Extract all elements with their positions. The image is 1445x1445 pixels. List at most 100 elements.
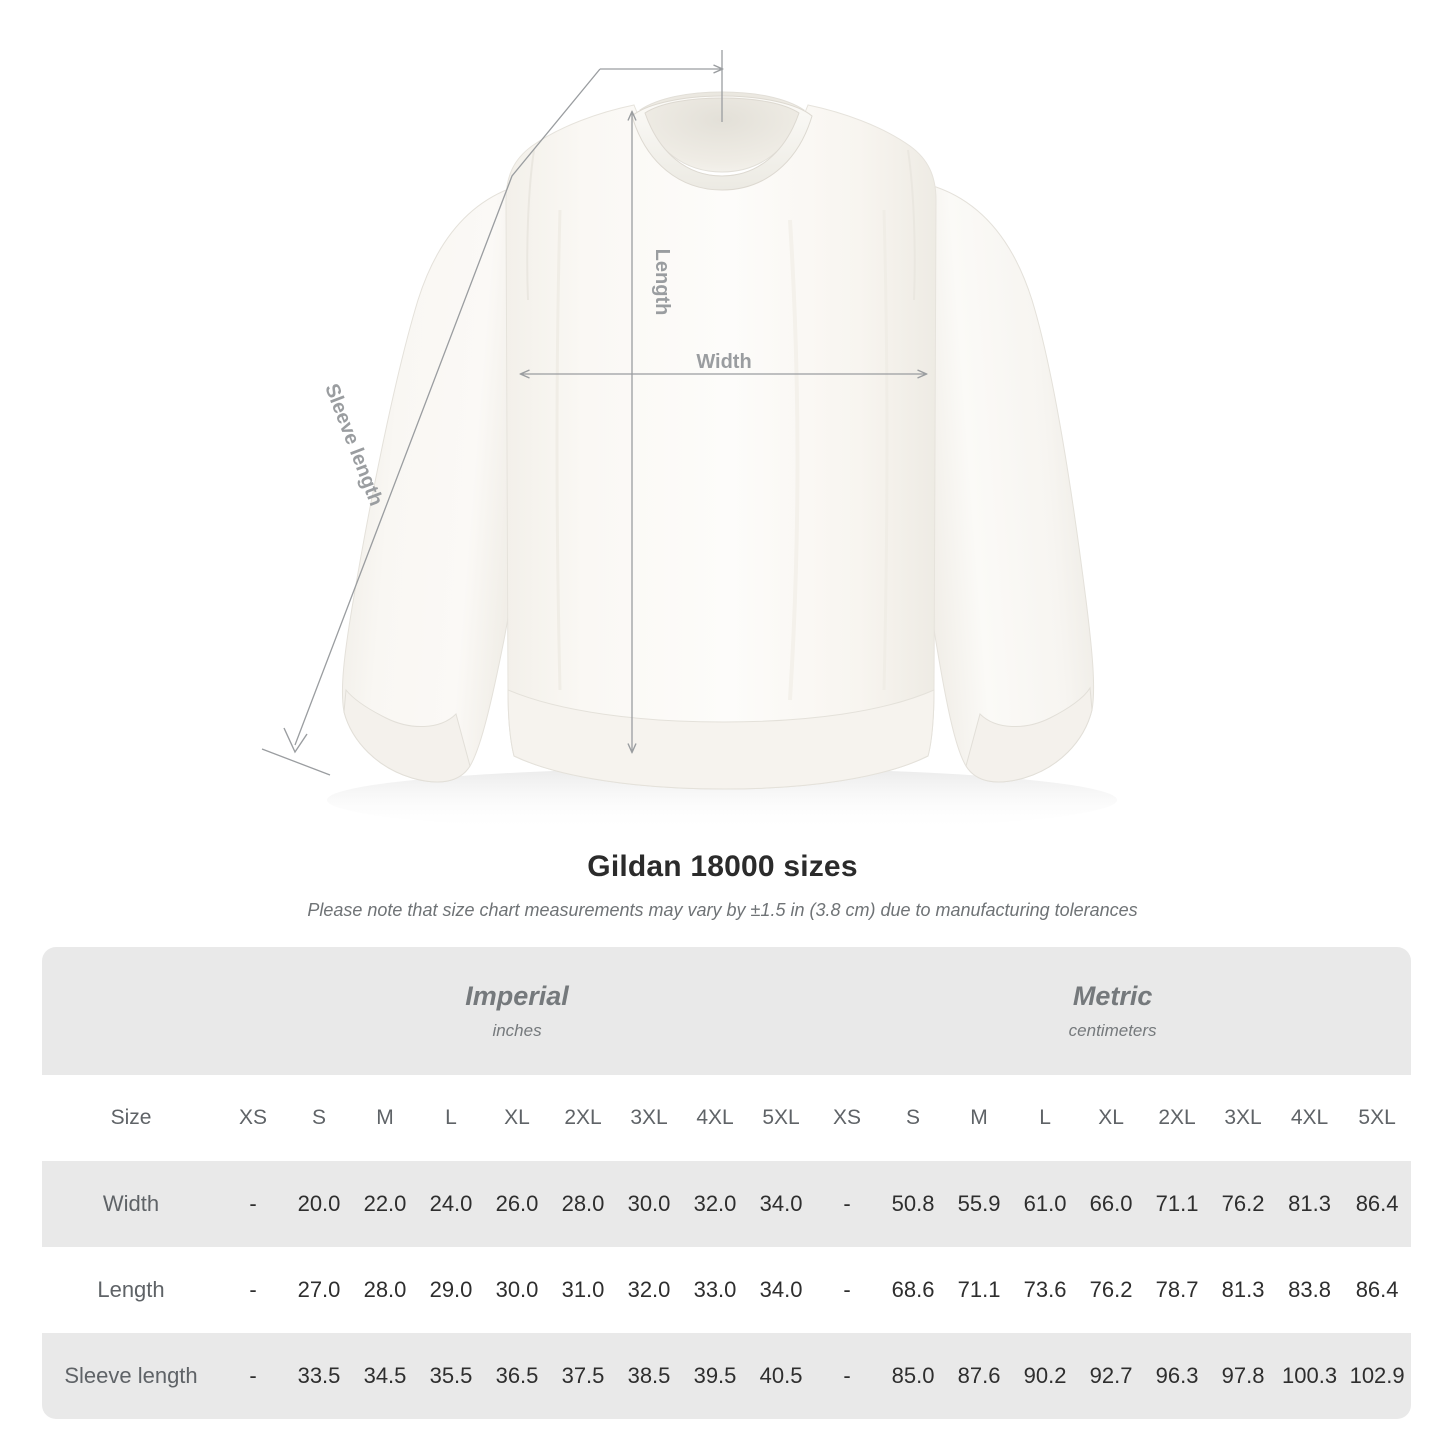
sleeve-imperial-3xl: 38.5 xyxy=(616,1333,682,1419)
garment-shadow xyxy=(327,768,1117,832)
right-cuff xyxy=(965,686,1093,783)
unit-banner-row: Imperial inches Metric centimeters xyxy=(42,947,1412,1075)
size-header-imperial-xs: XS xyxy=(220,1075,286,1161)
sleeve-metric-3xl: 97.8 xyxy=(1210,1333,1277,1419)
garment-diagram-svg: Length Width Sleeve length xyxy=(261,50,1117,832)
sleeve-length-end-tick xyxy=(261,748,331,776)
sleeve-metric-5xl: 102.9 xyxy=(1343,1333,1412,1419)
width-imperial-5xl: 34.0 xyxy=(748,1161,815,1247)
width-metric-3xl: 76.2 xyxy=(1210,1161,1277,1247)
metric-banner-cell: Metric centimeters xyxy=(814,947,1412,1075)
sleeve-length-arrowhead xyxy=(283,727,308,754)
width-metric-2xl: 71.1 xyxy=(1144,1161,1211,1247)
length-imperial-xl: 30.0 xyxy=(484,1247,550,1333)
width-metric-xl: 66.0 xyxy=(1078,1161,1145,1247)
size-header-metric-4xl: 4XL xyxy=(1276,1075,1344,1161)
length-metric-2xl: 78.7 xyxy=(1144,1247,1211,1333)
length-metric-m: 71.1 xyxy=(946,1247,1013,1333)
sleeve-length-label: Sleeve length xyxy=(320,381,387,509)
length-imperial-5xl: 34.0 xyxy=(748,1247,815,1333)
sleeve-imperial-l: 35.5 xyxy=(418,1333,484,1419)
title-block: Gildan 18000 sizes Please note that size… xyxy=(0,848,1445,922)
size-header-metric-2xl: 2XL xyxy=(1144,1075,1211,1161)
width-imperial-3xl: 30.0 xyxy=(616,1161,682,1247)
page-title: Gildan 18000 sizes xyxy=(587,850,858,883)
size-header-metric-3xl: 3XL xyxy=(1210,1075,1277,1161)
tolerance-note: Please note that size chart measurements… xyxy=(307,900,1138,920)
size-header-imperial-5xl: 5XL xyxy=(748,1075,815,1161)
size-header-metric-5xl: 5XL xyxy=(1343,1075,1412,1161)
garment-body xyxy=(505,104,937,790)
row-label-width: Width xyxy=(42,1161,220,1247)
length-imperial-s: 27.0 xyxy=(286,1247,352,1333)
right-shoulder-seam xyxy=(907,149,916,301)
width-label: Width xyxy=(696,351,751,373)
sleeve-metric-4xl: 100.3 xyxy=(1276,1333,1344,1419)
length-metric-xs: - xyxy=(814,1247,881,1333)
width-imperial-m: 22.0 xyxy=(352,1161,418,1247)
sleeve-imperial-5xl: 40.5 xyxy=(748,1333,815,1419)
garment-illustration: Length Width Sleeve length xyxy=(261,50,1117,832)
sleeve-imperial-xl: 36.5 xyxy=(484,1333,550,1419)
length-imperial-2xl: 31.0 xyxy=(550,1247,616,1333)
width-metric-xs: - xyxy=(814,1161,881,1247)
width-metric-5xl: 86.4 xyxy=(1343,1161,1412,1247)
size-header-imperial-3xl: 3XL xyxy=(616,1075,682,1161)
length-metric-l: 73.6 xyxy=(1012,1247,1079,1333)
fabric-fold-right xyxy=(882,209,889,691)
width-metric-s: 50.8 xyxy=(880,1161,947,1247)
size-header-imperial-m: M xyxy=(352,1075,418,1161)
sleeve-metric-m: 87.6 xyxy=(946,1333,1013,1419)
sleeve-length-leader-line xyxy=(294,68,601,746)
size-table-container: Imperial inches Metric centimeters Size … xyxy=(42,947,1412,1419)
length-imperial-4xl: 33.0 xyxy=(682,1247,748,1333)
sleeve-imperial-xs: - xyxy=(220,1333,286,1419)
length-imperial-m: 28.0 xyxy=(352,1247,418,1333)
length-imperial-3xl: 32.0 xyxy=(616,1247,682,1333)
fabric-fold-center xyxy=(788,219,800,701)
width-imperial-2xl: 28.0 xyxy=(550,1161,616,1247)
sleeve-imperial-m: 34.5 xyxy=(352,1333,418,1419)
width-imperial-xl: 26.0 xyxy=(484,1161,550,1247)
size-header-metric-xs: XS xyxy=(814,1075,881,1161)
length-metric-xl: 76.2 xyxy=(1078,1247,1145,1333)
width-metric-4xl: 81.3 xyxy=(1276,1161,1344,1247)
imperial-unit-sub: inches xyxy=(492,1020,542,1040)
size-header-imperial-2xl: 2XL xyxy=(550,1075,616,1161)
right-sleeve xyxy=(911,184,1095,783)
banner-blank-cell xyxy=(42,947,220,1075)
sleeve-metric-2xl: 96.3 xyxy=(1144,1333,1211,1419)
sleeve-metric-l: 90.2 xyxy=(1012,1333,1079,1419)
width-imperial-l: 24.0 xyxy=(418,1161,484,1247)
sleeve-imperial-4xl: 39.5 xyxy=(682,1333,748,1419)
metric-unit-name: Metric xyxy=(1072,980,1153,1011)
metric-unit-sub: centimeters xyxy=(1068,1020,1157,1040)
length-metric-4xl: 83.8 xyxy=(1276,1247,1344,1333)
width-imperial-4xl: 32.0 xyxy=(682,1161,748,1247)
left-shoulder-seam xyxy=(526,149,535,301)
row-label-length: Length xyxy=(42,1247,220,1333)
size-header-imperial-4xl: 4XL xyxy=(682,1075,748,1161)
bottom-hem xyxy=(507,689,935,790)
length-label: Length xyxy=(651,249,673,316)
imperial-banner-cell: Imperial inches xyxy=(220,947,815,1075)
width-metric-m: 55.9 xyxy=(946,1161,1013,1247)
size-header-metric-xl: XL xyxy=(1078,1075,1145,1161)
left-cuff xyxy=(343,688,471,783)
sleeve-metric-s: 85.0 xyxy=(880,1333,947,1419)
size-header-imperial-s: S xyxy=(286,1075,352,1161)
size-header-metric-l: L xyxy=(1012,1075,1079,1161)
size-header-metric-s: S xyxy=(880,1075,947,1161)
sleeve-imperial-s: 33.5 xyxy=(286,1333,352,1419)
table-row-length: Length - 27.0 28.0 29.0 30.0 31.0 32.0 3… xyxy=(42,1247,1412,1333)
length-imperial-l: 29.0 xyxy=(418,1247,484,1333)
fabric-fold-left xyxy=(555,209,562,691)
collar xyxy=(631,95,813,191)
size-header-label: Size xyxy=(42,1075,220,1161)
table-row-sleeve-length: Sleeve length - 33.5 34.5 35.5 36.5 37.5… xyxy=(42,1333,1412,1419)
table-row-width: Width - 20.0 22.0 24.0 26.0 28.0 30.0 32… xyxy=(42,1161,1412,1247)
length-metric-3xl: 81.3 xyxy=(1210,1247,1277,1333)
sleeve-imperial-2xl: 37.5 xyxy=(550,1333,616,1419)
size-table: Imperial inches Metric centimeters Size … xyxy=(42,947,1412,1419)
